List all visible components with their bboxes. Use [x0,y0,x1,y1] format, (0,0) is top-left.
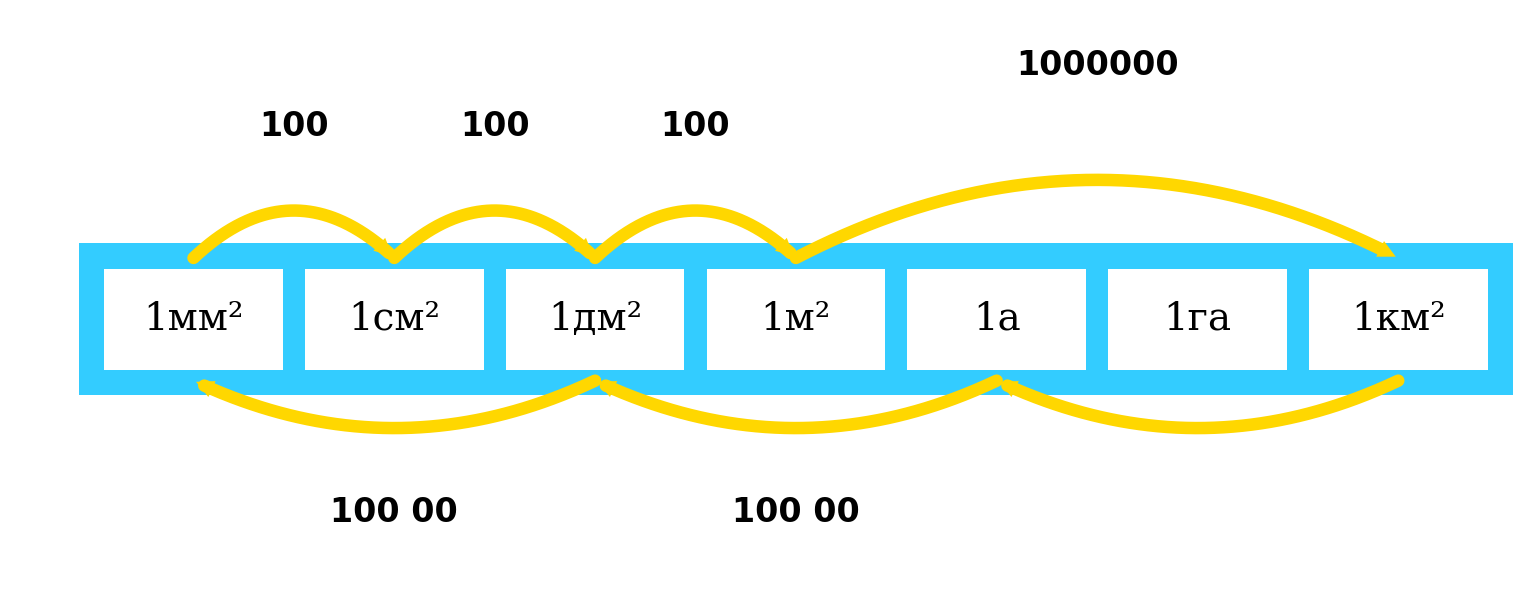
Text: 100 00: 100 00 [733,495,860,529]
Bar [1109,269,1287,369]
Bar [707,269,885,369]
Text: 1дм²: 1дм² [548,301,642,338]
Text: 100: 100 [459,110,530,143]
Text: 1га: 1га [1163,301,1232,338]
Text: 1000000: 1000000 [1015,49,1178,82]
Text: 1км²: 1км² [1350,301,1445,338]
Bar [505,269,685,369]
Bar [78,244,1513,395]
Bar [104,269,283,369]
Text: 100 00: 100 00 [330,495,458,529]
Text: 1мм²: 1мм² [143,301,244,338]
Text: 100: 100 [260,110,329,143]
Bar [306,269,484,369]
Bar [908,269,1086,369]
Text: 1см²: 1см² [349,301,441,338]
Text: 1м²: 1м² [760,301,831,338]
Text: 100: 100 [660,110,730,143]
Bar [1309,269,1487,369]
Text: 1а: 1а [972,301,1020,338]
